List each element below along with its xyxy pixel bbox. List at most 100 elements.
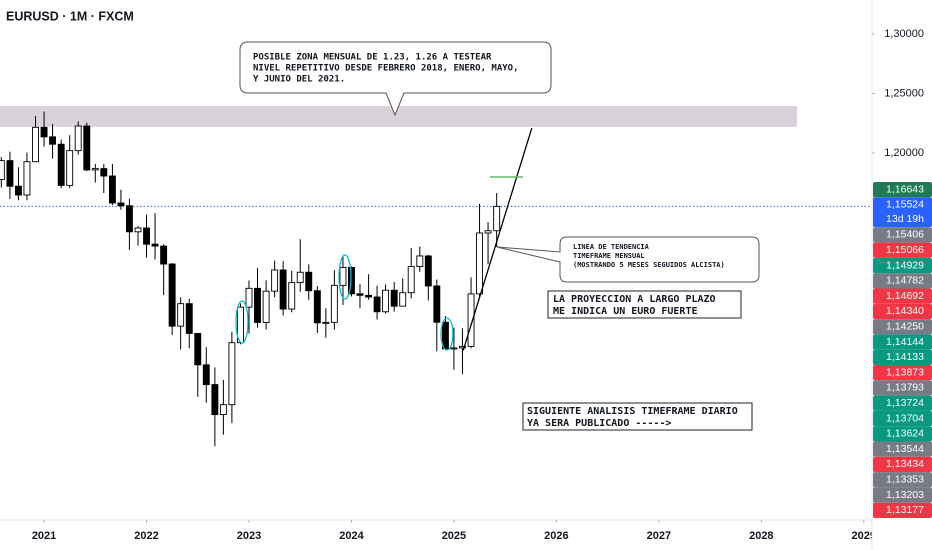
candle-body bbox=[177, 303, 185, 327]
price-badge-label: 1,13203 bbox=[886, 489, 924, 501]
candle-body bbox=[493, 205, 501, 232]
price-badge bbox=[873, 410, 932, 427]
candle-body bbox=[160, 245, 168, 265]
highlight-ellipse bbox=[440, 317, 454, 351]
candle-body bbox=[108, 175, 116, 204]
candle-body bbox=[100, 168, 108, 177]
candle-body bbox=[330, 284, 338, 323]
price-badge-label: 1,14929 bbox=[886, 259, 924, 271]
candle-body bbox=[49, 136, 57, 145]
text-box bbox=[547, 290, 742, 319]
price-badge bbox=[873, 227, 932, 243]
price-badge-label: 1,13353 bbox=[886, 473, 924, 485]
price-badge-label: 1,13873 bbox=[886, 366, 924, 378]
price-badge-label: 1,13724 bbox=[886, 397, 924, 409]
candle-body bbox=[416, 255, 424, 267]
candle-body bbox=[14, 185, 22, 196]
price-badge bbox=[873, 182, 932, 198]
candle-body bbox=[382, 289, 390, 313]
x-tick-label: 2029 bbox=[852, 530, 876, 542]
annotation-line: TIMEFRAME MENSUAL bbox=[573, 252, 645, 260]
price-badge-label: 1,14782 bbox=[886, 275, 924, 287]
price-badge-label: 1,15406 bbox=[886, 229, 924, 241]
candle-body bbox=[91, 168, 99, 171]
price-badge bbox=[873, 472, 932, 488]
candle-body bbox=[433, 285, 441, 323]
candle-body bbox=[57, 143, 65, 186]
annotation-line: ME INDICA UN EURO FUERTE bbox=[553, 306, 698, 317]
candle-body bbox=[194, 332, 202, 366]
price-badge bbox=[873, 349, 932, 365]
annotation-line: YA SERA PUBLICADO -----> bbox=[527, 418, 672, 429]
candle-body bbox=[6, 160, 14, 187]
trend-line bbox=[462, 127, 533, 351]
price-badge-label: 1,16643 bbox=[886, 183, 924, 195]
price-badge-label: 1,15066 bbox=[886, 244, 924, 256]
price-badge-label: 1,13434 bbox=[886, 458, 924, 470]
candle-body bbox=[245, 287, 253, 308]
price-badge bbox=[873, 380, 932, 396]
price-badge bbox=[873, 441, 932, 457]
candle-body bbox=[339, 266, 347, 286]
price-badge-label: 1,15524 bbox=[886, 199, 924, 211]
candle-body bbox=[484, 230, 492, 234]
candle-body bbox=[211, 384, 219, 416]
price-badge bbox=[873, 319, 932, 335]
candle-body bbox=[458, 345, 466, 349]
y-tick-label: 1,30000 bbox=[884, 28, 924, 40]
highlight-ellipse bbox=[235, 300, 249, 344]
price-badge bbox=[873, 487, 932, 503]
candle-body bbox=[296, 271, 304, 284]
candle-body bbox=[83, 125, 91, 171]
candle-body bbox=[288, 282, 296, 310]
annotation-line: (MOSTRANDO 5 MESES SEGUIDOS ALCISTA) bbox=[573, 261, 725, 269]
y-tick-label: 1,20000 bbox=[884, 147, 924, 159]
price-badge bbox=[873, 456, 932, 473]
candle-body bbox=[228, 342, 236, 406]
candle-body bbox=[424, 255, 432, 287]
price-badge-sublabel: 13d 19h bbox=[886, 213, 924, 225]
candle-body bbox=[254, 287, 261, 323]
price-badge bbox=[873, 303, 932, 320]
annotation: POSIBLE ZONA MENSUAL DE 1.23, 1.26 A TES… bbox=[253, 53, 738, 430]
candle-body bbox=[476, 232, 483, 295]
candle-body bbox=[467, 293, 475, 347]
x-tick-label: 2027 bbox=[647, 530, 671, 542]
candle-body bbox=[365, 294, 373, 298]
x-tick-label: 2024 bbox=[339, 530, 364, 542]
price-badge-label: 1,13177 bbox=[886, 504, 924, 516]
candle-body bbox=[441, 321, 449, 350]
price-badge-label: 1,13544 bbox=[886, 443, 924, 455]
candle-body bbox=[134, 227, 142, 233]
x-tick-label: 2022 bbox=[134, 530, 158, 542]
price-badge bbox=[873, 334, 932, 350]
x-tick-label: 2026 bbox=[544, 530, 568, 542]
candle-body bbox=[450, 347, 458, 350]
candle-body bbox=[0, 160, 5, 180]
annotation-line: POSIBLE ZONA MENSUAL DE 1.23, 1.26 A TES… bbox=[253, 53, 492, 63]
candle-body bbox=[279, 269, 287, 310]
price-badge bbox=[873, 242, 932, 258]
candle-body bbox=[74, 125, 82, 152]
price-badge bbox=[873, 426, 932, 442]
annotation-line: LINEA DE TENDENCIA bbox=[573, 243, 650, 251]
candle-body bbox=[23, 161, 31, 196]
callout-box bbox=[496, 236, 760, 283]
candle-body bbox=[32, 126, 40, 163]
price-badge bbox=[873, 502, 932, 518]
candle-body bbox=[40, 126, 48, 138]
candle-body bbox=[356, 293, 364, 296]
annotation-line: NIVEL REPETITIVO DESDE FEBRERO 2018, ENE… bbox=[253, 64, 519, 74]
plot-area bbox=[0, 106, 872, 447]
price-badge-label: 1,14250 bbox=[886, 320, 924, 332]
highlight-ellipse bbox=[338, 254, 352, 300]
candle-body bbox=[373, 296, 381, 313]
y-tick-label: 1,25000 bbox=[884, 87, 924, 99]
price-badge-label: 1,14133 bbox=[886, 351, 924, 363]
x-tick-label: 2025 bbox=[442, 530, 466, 542]
price-badge bbox=[873, 288, 932, 304]
price-badge-label: 1,13793 bbox=[886, 382, 924, 394]
